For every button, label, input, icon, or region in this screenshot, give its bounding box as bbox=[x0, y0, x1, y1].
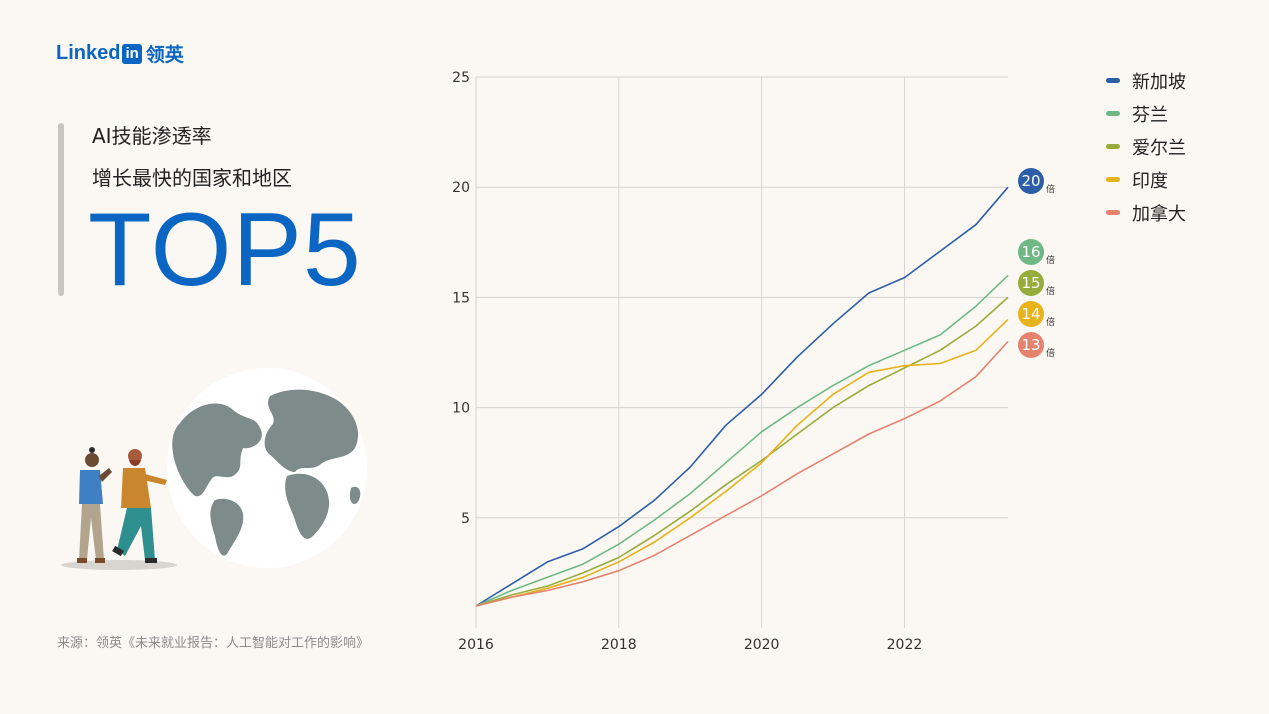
legend-item: 加拿大 bbox=[1106, 196, 1186, 229]
end-label-circle-3 bbox=[1018, 301, 1044, 327]
legend-label: 印度 bbox=[1132, 170, 1168, 192]
legend-label: 芬兰 bbox=[1132, 104, 1168, 126]
legend-label: 新加坡 bbox=[1132, 71, 1186, 93]
x-tick-label: 2016 bbox=[458, 637, 494, 653]
y-tick-label: 5 bbox=[461, 511, 470, 527]
legend-item: 印度 bbox=[1106, 163, 1186, 196]
x-tick-label: 2022 bbox=[887, 637, 923, 653]
end-label-suffix-2: 倍 bbox=[1046, 285, 1055, 297]
end-label-suffix-4: 倍 bbox=[1046, 347, 1055, 359]
headline: TOP5 bbox=[88, 192, 362, 308]
end-label-suffix-1: 倍 bbox=[1046, 254, 1055, 266]
logo-text: Linked bbox=[56, 42, 121, 64]
end-label-circle-1 bbox=[1018, 239, 1044, 265]
subtitle-line-1: AI技能渗透率 bbox=[92, 124, 212, 148]
series-line-1 bbox=[475, 274, 1009, 607]
legend-swatch bbox=[1106, 111, 1120, 116]
end-label-value-4: 13 bbox=[1021, 336, 1040, 354]
end-label-circle-0 bbox=[1018, 168, 1044, 194]
y-tick-label: 25 bbox=[452, 70, 470, 86]
legend-item: 爱尔兰 bbox=[1106, 130, 1186, 163]
subtitle-line-2: 增长最快的国家和地区 bbox=[92, 166, 292, 190]
legend-item: 新加坡 bbox=[1106, 64, 1186, 97]
end-label-circle-2 bbox=[1018, 270, 1044, 296]
series-line-2 bbox=[475, 296, 1009, 607]
y-tick-label: 10 bbox=[452, 401, 470, 417]
end-label-suffix-3: 倍 bbox=[1046, 316, 1055, 328]
logo-chinese-text: 领英 bbox=[145, 44, 184, 66]
y-tick-label: 15 bbox=[452, 290, 470, 306]
x-tick-label: 2018 bbox=[601, 637, 637, 653]
logo-in-box: in bbox=[122, 43, 142, 64]
source-note: 来源：领英《未来就业报告：人工智能对工作的影响》 bbox=[57, 636, 370, 651]
legend-swatch bbox=[1106, 177, 1120, 182]
accent-bar bbox=[58, 123, 64, 296]
end-label-value-3: 14 bbox=[1021, 305, 1040, 323]
globe-icon bbox=[167, 368, 367, 568]
linkedin-logo: Linked in 领英 bbox=[56, 40, 184, 67]
series-line-4 bbox=[475, 340, 1009, 607]
series-line-0 bbox=[475, 186, 1009, 607]
legend-swatch bbox=[1106, 78, 1120, 83]
legend-label: 爱尔兰 bbox=[1132, 137, 1186, 159]
end-label-suffix-0: 倍 bbox=[1046, 183, 1055, 195]
end-label-value-0: 20 bbox=[1021, 172, 1040, 190]
legend-swatch bbox=[1106, 144, 1120, 149]
y-tick-label: 20 bbox=[452, 180, 470, 196]
chart-legend: 新加坡芬兰爱尔兰印度加拿大 bbox=[1106, 64, 1186, 229]
x-tick-label: 2020 bbox=[744, 637, 780, 653]
series-line-3 bbox=[475, 318, 1009, 607]
end-label-circle-4 bbox=[1018, 332, 1044, 358]
globe-people-illustration bbox=[61, 368, 367, 570]
person-left-icon bbox=[77, 447, 112, 563]
legend-item: 芬兰 bbox=[1106, 97, 1186, 130]
legend-label: 加拿大 bbox=[1132, 203, 1186, 225]
end-label-value-1: 16 bbox=[1021, 243, 1040, 261]
person-right-icon bbox=[112, 449, 167, 563]
legend-swatch bbox=[1106, 210, 1120, 215]
end-label-value-2: 15 bbox=[1021, 274, 1040, 292]
